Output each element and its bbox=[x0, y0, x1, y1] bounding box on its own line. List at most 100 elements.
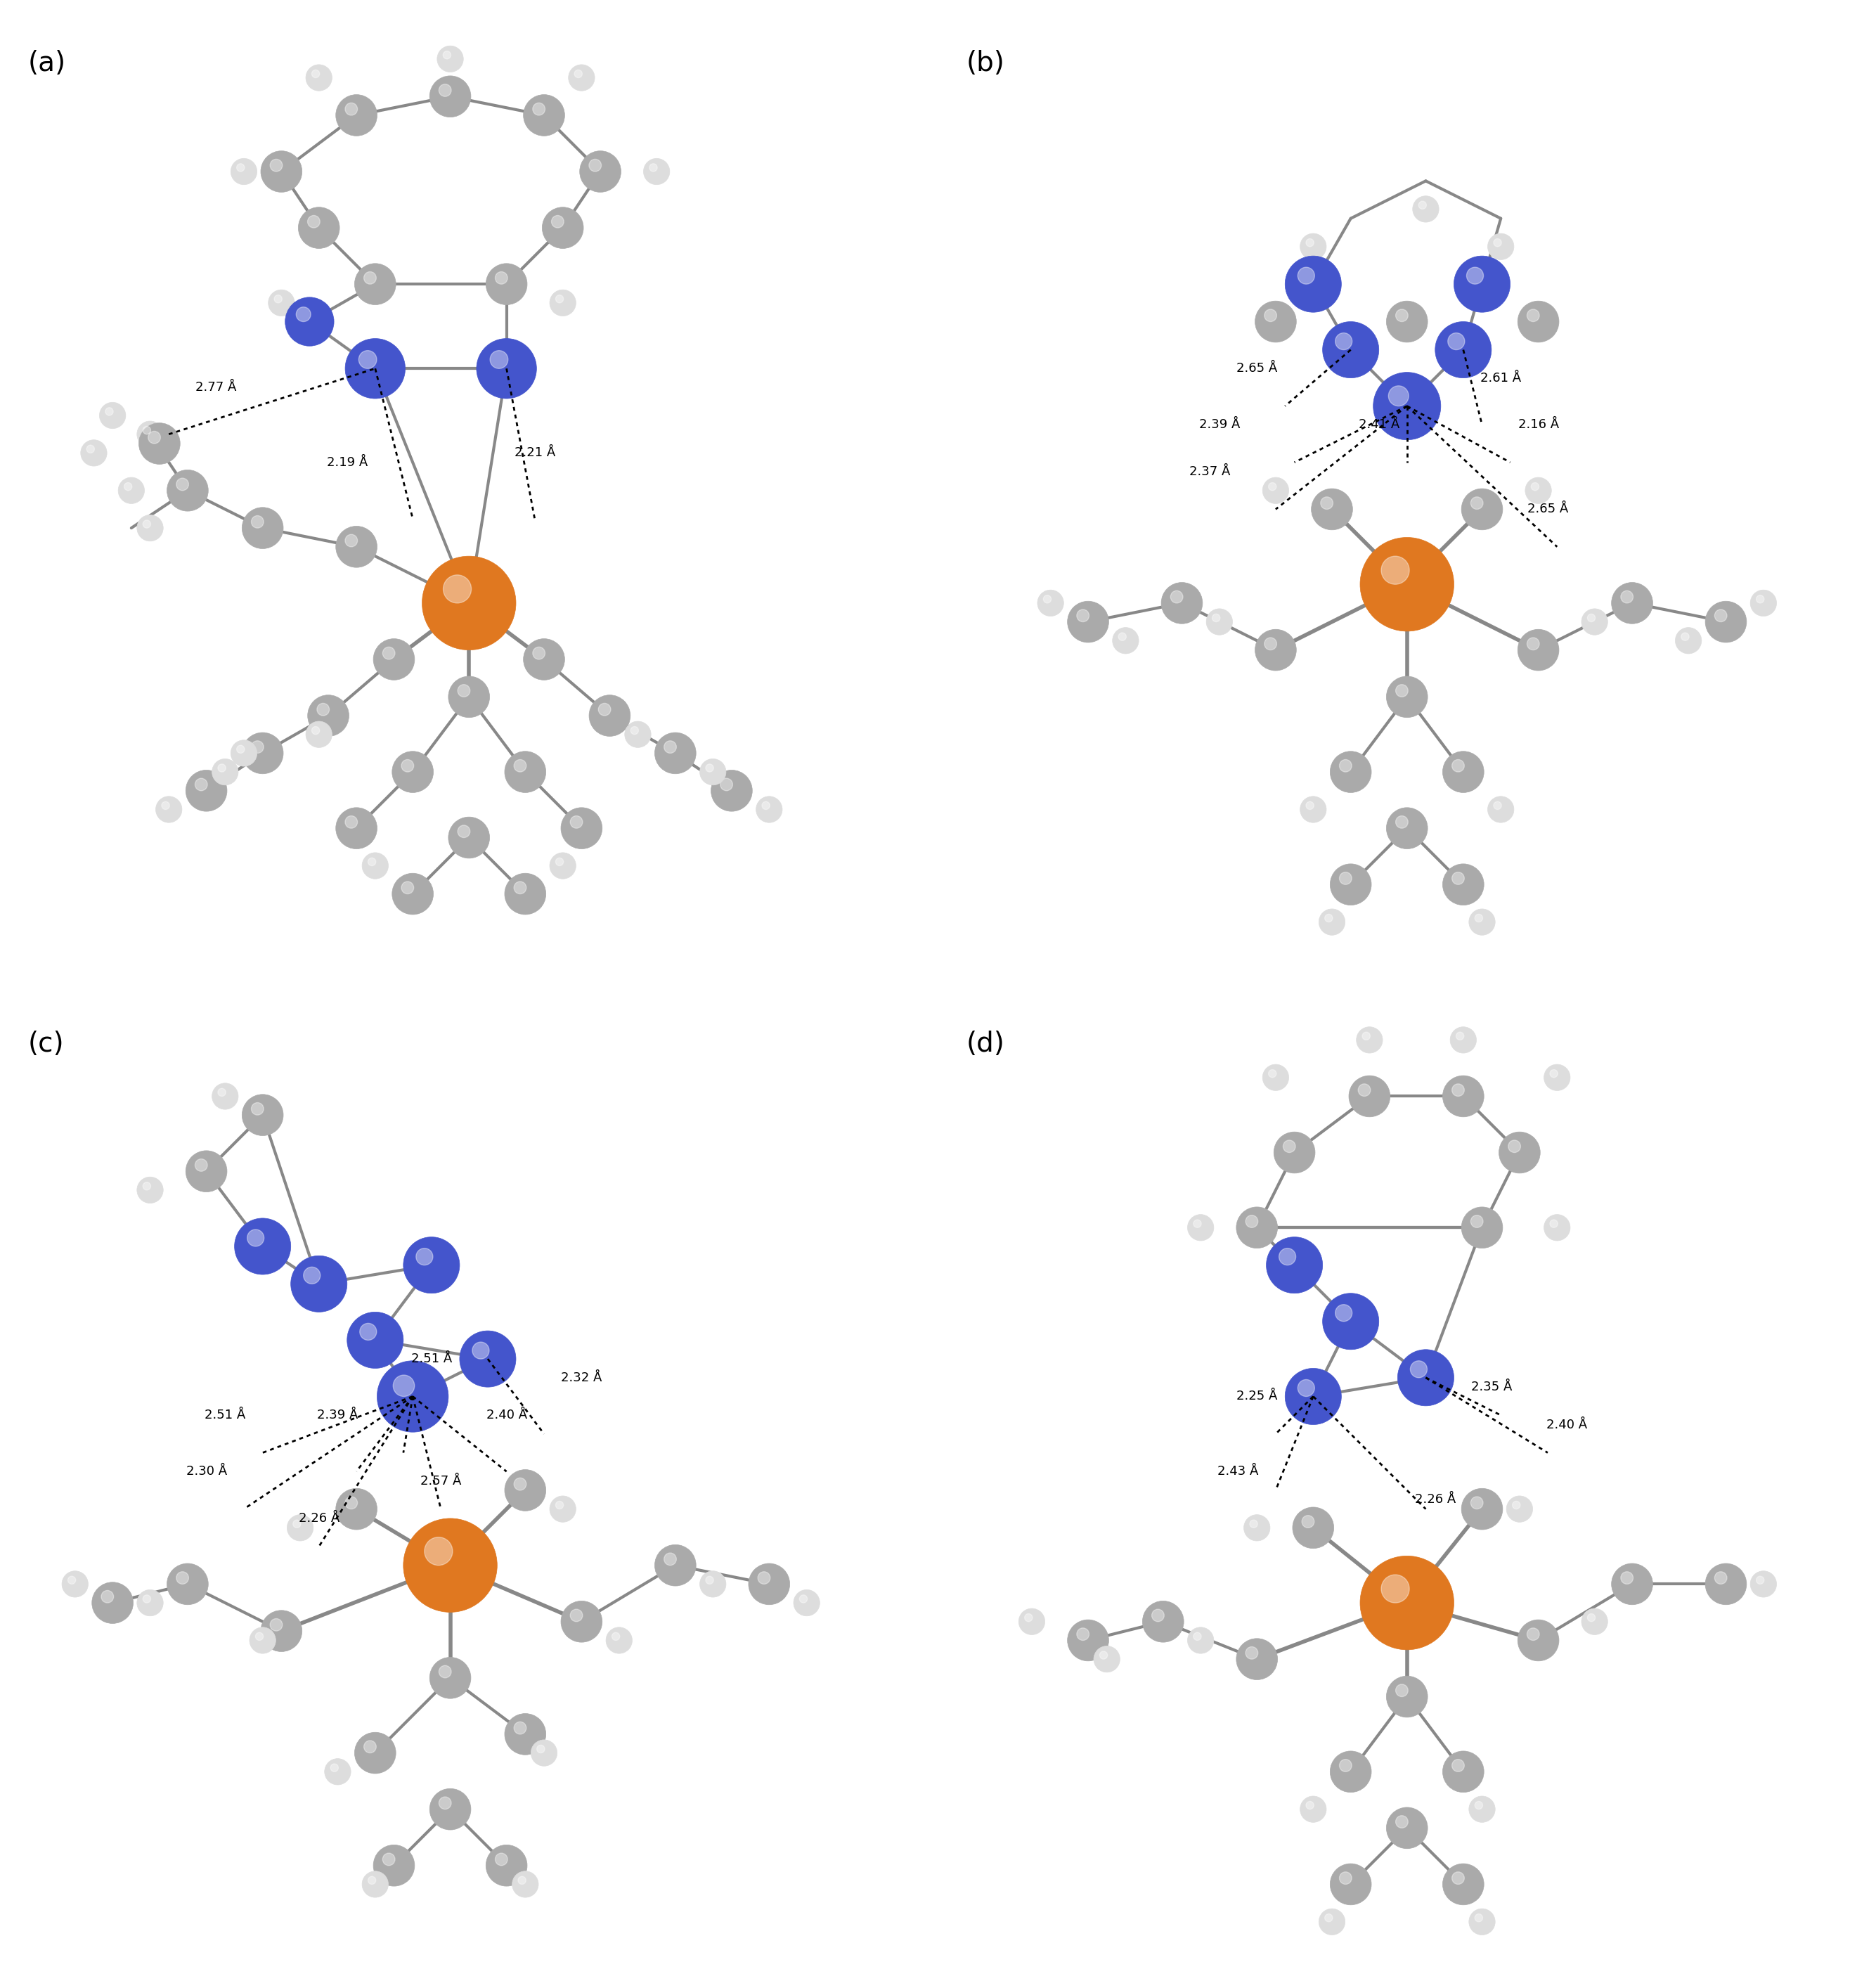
Circle shape bbox=[1493, 239, 1501, 247]
Circle shape bbox=[1306, 239, 1313, 247]
Circle shape bbox=[649, 163, 657, 171]
Circle shape bbox=[1381, 1575, 1409, 1603]
Circle shape bbox=[1360, 538, 1454, 632]
Circle shape bbox=[1236, 1638, 1278, 1679]
Circle shape bbox=[368, 857, 375, 865]
Text: 2.77 Å: 2.77 Å bbox=[195, 381, 236, 394]
Circle shape bbox=[101, 1591, 114, 1603]
Circle shape bbox=[401, 759, 415, 771]
Circle shape bbox=[1118, 632, 1126, 642]
Circle shape bbox=[377, 1362, 448, 1432]
Circle shape bbox=[1193, 1632, 1201, 1640]
Circle shape bbox=[537, 1744, 544, 1752]
Circle shape bbox=[242, 732, 283, 773]
Circle shape bbox=[1681, 632, 1688, 642]
Circle shape bbox=[495, 1854, 508, 1866]
Circle shape bbox=[218, 1089, 225, 1097]
Circle shape bbox=[1300, 1795, 1326, 1823]
Circle shape bbox=[1705, 1564, 1747, 1605]
Circle shape bbox=[1249, 1521, 1257, 1528]
Circle shape bbox=[643, 159, 670, 184]
Circle shape bbox=[1705, 600, 1747, 642]
Circle shape bbox=[542, 208, 583, 249]
Circle shape bbox=[1386, 1807, 1428, 1848]
Circle shape bbox=[143, 1183, 150, 1191]
Circle shape bbox=[1467, 267, 1484, 284]
Circle shape bbox=[1715, 610, 1728, 622]
Circle shape bbox=[394, 1375, 415, 1397]
Circle shape bbox=[403, 1519, 497, 1613]
Circle shape bbox=[99, 402, 126, 428]
Circle shape bbox=[1381, 555, 1409, 585]
Circle shape bbox=[212, 759, 238, 785]
Circle shape bbox=[1067, 1621, 1109, 1662]
Circle shape bbox=[373, 640, 415, 681]
Circle shape bbox=[317, 702, 330, 716]
Circle shape bbox=[1321, 496, 1334, 510]
Circle shape bbox=[570, 816, 583, 828]
Circle shape bbox=[231, 159, 257, 184]
Circle shape bbox=[1396, 1683, 1409, 1697]
Circle shape bbox=[1264, 310, 1278, 322]
Circle shape bbox=[362, 853, 388, 879]
Text: 2.30 Å: 2.30 Å bbox=[186, 1466, 227, 1477]
Circle shape bbox=[561, 808, 602, 850]
Circle shape bbox=[345, 339, 405, 398]
Circle shape bbox=[422, 555, 516, 649]
Circle shape bbox=[105, 408, 113, 416]
Circle shape bbox=[1396, 685, 1409, 697]
Circle shape bbox=[568, 65, 595, 90]
Circle shape bbox=[1024, 1613, 1032, 1623]
Circle shape bbox=[345, 1497, 358, 1509]
Circle shape bbox=[720, 779, 734, 791]
Circle shape bbox=[336, 1489, 377, 1530]
Circle shape bbox=[1452, 1872, 1465, 1884]
Circle shape bbox=[1264, 638, 1278, 649]
Circle shape bbox=[336, 94, 377, 135]
Circle shape bbox=[711, 769, 752, 812]
Circle shape bbox=[550, 290, 576, 316]
Circle shape bbox=[1246, 1646, 1259, 1660]
Text: 2.40 Å: 2.40 Å bbox=[486, 1409, 527, 1422]
Circle shape bbox=[251, 516, 265, 528]
Circle shape bbox=[1094, 1646, 1120, 1672]
Circle shape bbox=[1263, 1063, 1289, 1091]
Circle shape bbox=[523, 640, 565, 681]
Circle shape bbox=[1418, 202, 1426, 210]
Circle shape bbox=[1675, 628, 1702, 653]
Circle shape bbox=[362, 1872, 388, 1897]
Circle shape bbox=[143, 520, 150, 528]
Circle shape bbox=[1611, 583, 1653, 624]
Circle shape bbox=[234, 1218, 291, 1275]
Circle shape bbox=[505, 1470, 546, 1511]
Circle shape bbox=[1067, 600, 1109, 642]
Circle shape bbox=[762, 802, 769, 810]
Text: 2.51 Å: 2.51 Å bbox=[204, 1409, 246, 1422]
Circle shape bbox=[401, 881, 415, 895]
Circle shape bbox=[124, 483, 131, 491]
Circle shape bbox=[1293, 1507, 1334, 1548]
Text: 2.26 Å: 2.26 Å bbox=[1415, 1493, 1456, 1507]
Circle shape bbox=[794, 1589, 820, 1617]
Circle shape bbox=[1212, 614, 1219, 622]
Circle shape bbox=[1311, 489, 1353, 530]
Circle shape bbox=[555, 857, 563, 865]
Circle shape bbox=[1396, 816, 1409, 828]
Circle shape bbox=[1544, 1214, 1570, 1240]
Circle shape bbox=[1518, 300, 1559, 341]
Circle shape bbox=[1161, 583, 1203, 624]
Circle shape bbox=[1324, 1913, 1332, 1923]
Circle shape bbox=[373, 1844, 415, 1885]
Circle shape bbox=[1319, 908, 1345, 936]
Circle shape bbox=[430, 1789, 471, 1831]
Circle shape bbox=[137, 422, 163, 447]
Circle shape bbox=[1471, 496, 1484, 510]
Circle shape bbox=[756, 797, 782, 822]
Circle shape bbox=[1525, 477, 1551, 504]
Text: 2.26 Å: 2.26 Å bbox=[298, 1513, 340, 1524]
Circle shape bbox=[1435, 322, 1491, 379]
Circle shape bbox=[242, 1095, 283, 1136]
Circle shape bbox=[1471, 1497, 1484, 1509]
Circle shape bbox=[270, 159, 283, 171]
Circle shape bbox=[248, 1230, 265, 1246]
